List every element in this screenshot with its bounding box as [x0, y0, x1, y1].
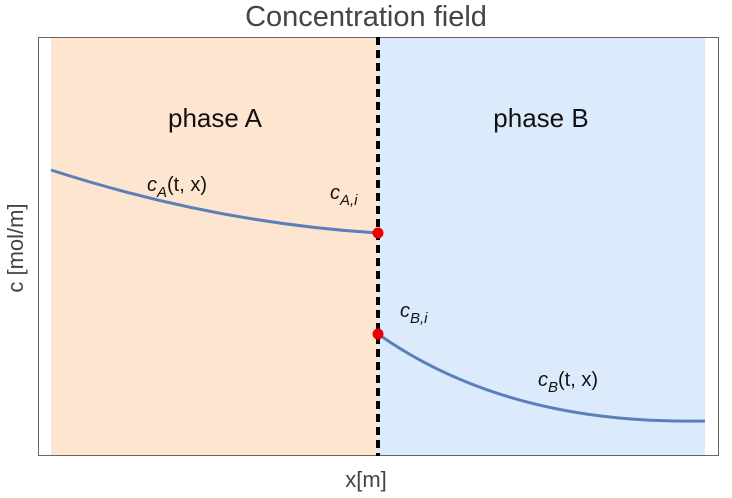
phase-b-region — [378, 37, 705, 456]
curve-ca-label: cA(t, x) — [147, 174, 207, 201]
interface-label-b: cB,i — [400, 300, 428, 327]
interface-label-a: cA,i — [330, 182, 358, 209]
phase-a-label: phase A — [168, 103, 263, 133]
y-axis-label: c [mol/m] — [3, 203, 28, 293]
curve-cb-label: cB(t, x) — [538, 369, 598, 396]
x-axis-label: x[m] — [345, 467, 387, 492]
curve-cb — [377, 332, 706, 423]
interface-point-b — [372, 328, 384, 340]
phase-b-label: phase B — [493, 103, 588, 133]
interface-point-a — [372, 227, 384, 239]
diagram-title: Concentration field — [245, 1, 487, 33]
phase-a-region — [51, 37, 378, 456]
curve-ca — [50, 168, 379, 235]
